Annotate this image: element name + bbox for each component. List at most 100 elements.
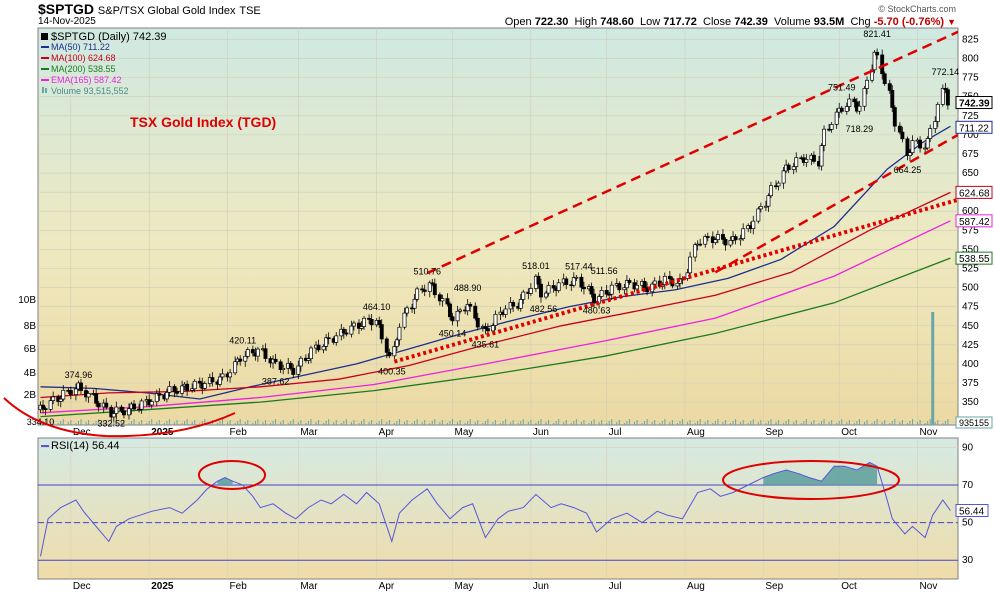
volume-bar <box>457 422 459 425</box>
candle-body <box>321 346 326 351</box>
last-value-tag-label: 587.42 <box>959 217 990 228</box>
candle-body <box>766 195 771 207</box>
candle-body <box>579 276 584 288</box>
candle-body <box>309 347 313 360</box>
volume-bar <box>527 422 529 425</box>
volume-bar <box>166 421 168 425</box>
volume-bar <box>494 420 496 425</box>
volume-bar <box>287 423 289 425</box>
volume-bar <box>363 419 365 425</box>
volume-bar <box>378 421 380 425</box>
close-label: Close <box>703 16 732 28</box>
volume-bar <box>138 422 140 425</box>
volume-bar <box>853 423 855 425</box>
volume-bar <box>345 419 347 425</box>
volume-bar <box>103 422 105 425</box>
candle-body <box>834 111 839 125</box>
candle-body <box>652 280 657 285</box>
candle-body <box>273 358 278 363</box>
volume-bar <box>714 421 716 425</box>
volume-bar <box>760 420 762 425</box>
volume-bar <box>300 420 302 425</box>
volume-bar <box>732 421 734 425</box>
candle-body <box>589 286 594 295</box>
legend-ema165: EMA(165) 587.42 <box>51 75 122 85</box>
candle-body <box>392 346 397 357</box>
volume-bar <box>909 421 911 425</box>
candle-body <box>111 413 116 418</box>
candle-body <box>705 236 710 238</box>
candle-body <box>925 138 930 149</box>
price-tick-label: 725 <box>962 111 979 122</box>
volume-bar <box>821 421 823 425</box>
volume-bar <box>810 422 812 425</box>
volume-bar <box>588 423 590 425</box>
volume-bar <box>783 423 785 425</box>
chg-value: -5.70 (-0.76%) <box>873 16 945 28</box>
candle-body <box>723 239 728 246</box>
symbol-title: $SPTGD S&P/TSX Global Gold Index TSE <box>38 1 261 17</box>
volume-bar <box>431 421 433 425</box>
volume-bar <box>742 420 744 425</box>
volume-bar <box>128 423 130 425</box>
candle-body <box>650 283 655 293</box>
last-value-tag-label: 624.68 <box>959 188 990 199</box>
volume-bar <box>222 419 224 425</box>
rsi-last-tag-label: 56.44 <box>959 506 984 517</box>
volume-bar <box>361 421 363 425</box>
volume-bar <box>310 419 312 425</box>
ma50-line <box>40 125 951 400</box>
price-tick-label: 425 <box>962 340 979 351</box>
candle-body <box>791 166 796 170</box>
volume-bar <box>838 421 840 425</box>
price-label: 488.90 <box>454 283 482 293</box>
volume-bar <box>257 419 259 425</box>
volume-bar <box>831 420 833 425</box>
candle-body <box>357 322 361 329</box>
volume-bar <box>823 419 825 425</box>
candle-body <box>245 349 250 357</box>
volume-bar <box>328 419 330 425</box>
candle-body <box>458 309 463 312</box>
candle-body <box>751 220 756 229</box>
volume-bar <box>335 420 337 425</box>
volume-bar <box>60 421 62 425</box>
ema165-line <box>40 220 951 414</box>
volume-tag-label: 935155 <box>959 418 989 428</box>
volume-bar <box>863 422 865 425</box>
volume-tick-label: 6B <box>24 344 37 355</box>
volume-bar <box>537 421 539 425</box>
volume-bar <box>57 423 59 425</box>
candle-body <box>935 104 940 122</box>
volume-bar <box>62 419 64 425</box>
down-triangle-icon: ▼ <box>947 17 956 27</box>
volume-bar <box>75 423 77 425</box>
bottom-arc-annotation <box>3 397 236 438</box>
volume-bar <box>520 421 522 425</box>
volume-bar <box>216 423 218 425</box>
volume-bar <box>290 421 292 425</box>
volume-bar <box>682 419 684 425</box>
candle-body <box>316 344 321 351</box>
volume-bar <box>876 419 878 425</box>
volume-bar <box>252 423 254 425</box>
candle-body <box>635 284 639 290</box>
candle-body <box>349 325 354 335</box>
volume-bar <box>505 419 507 425</box>
candle-body <box>192 380 197 390</box>
price-label: 400.35 <box>378 367 406 377</box>
candle-body <box>733 236 738 241</box>
volume-bar <box>325 421 327 425</box>
volume-bar <box>318 420 320 425</box>
candle-body <box>607 293 612 296</box>
candle-body <box>243 355 248 362</box>
candle-body <box>503 308 508 315</box>
volume-bar <box>234 423 236 425</box>
rsi-panel-bg <box>37 437 959 580</box>
candle-body <box>359 326 364 329</box>
legend-ma200: MA(200) 538.55 <box>51 64 116 74</box>
volume-bar <box>608 421 610 425</box>
volume-bar <box>661 421 663 425</box>
candle-body <box>581 286 586 290</box>
